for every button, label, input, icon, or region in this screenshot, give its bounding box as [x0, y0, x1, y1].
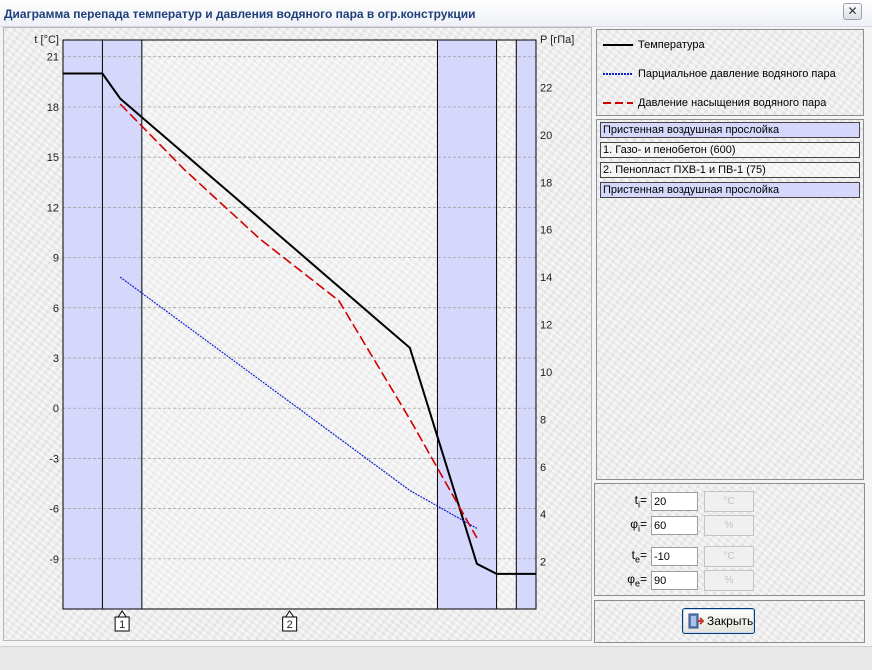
left-tick-label: 3	[53, 353, 59, 365]
close-icon: ✕	[847, 4, 858, 18]
left-tick-label: 6	[53, 303, 59, 315]
layer-item-1[interactable]: 1. Газо- и пенобетон (600)	[600, 142, 860, 158]
right-axis-title: P [гПа]	[540, 34, 574, 46]
te-label: te=	[631, 548, 647, 565]
solid-line-icon	[603, 44, 633, 46]
buttons-panel: Закрыть	[594, 600, 865, 643]
right-tick-label: 10	[540, 367, 552, 379]
right-tick-label: 6	[540, 462, 546, 474]
phii-label: φi=	[630, 517, 647, 534]
right-tick-label: 14	[540, 272, 552, 284]
left-axis-title: t [°C]	[34, 34, 59, 46]
plot-frame	[62, 39, 537, 610]
layer-marker-box	[114, 616, 130, 632]
right-tick-label: 8	[540, 414, 546, 426]
series-line-3	[119, 103, 478, 539]
status-bar	[0, 646, 872, 670]
layer-marker-label: 1	[119, 619, 125, 631]
right-tick-label: 18	[540, 177, 552, 189]
phie-unit: %	[704, 570, 754, 591]
phie-label: φe=	[627, 572, 647, 589]
series-line-2	[119, 276, 478, 529]
legend-label: Температура	[638, 39, 705, 51]
phii-unit: %	[704, 515, 754, 536]
left-tick-label: -9	[49, 554, 59, 566]
phie-input[interactable]	[651, 571, 698, 590]
right-tick-label: 2	[540, 557, 546, 569]
layer-item-air-outer[interactable]: Пристенная воздушная прослойка	[600, 182, 860, 198]
dashed-line-icon	[603, 102, 633, 104]
ti-unit: °C	[704, 491, 754, 512]
phii-input[interactable]	[651, 516, 698, 535]
close-button[interactable]: Закрыть	[682, 608, 755, 634]
marker-arrow-icon	[117, 610, 127, 618]
air-layer-band	[437, 40, 497, 609]
ti-label: ti=	[634, 493, 647, 510]
right-tick-label: 16	[540, 225, 552, 237]
layer-item-air-inner[interactable]: Пристенная воздушная прослойка	[600, 122, 860, 138]
left-tick-label: 15	[47, 152, 59, 164]
layer-marker-box	[282, 616, 298, 632]
air-layer-band	[102, 40, 142, 609]
left-tick-label: 0	[53, 403, 59, 415]
left-tick-label: 9	[53, 253, 59, 265]
left-tick-label: -6	[49, 504, 59, 516]
exit-door-icon	[688, 613, 704, 629]
dotted-line-icon	[603, 73, 633, 75]
outer-band-left	[63, 40, 103, 609]
right-tick-label: 20	[540, 130, 552, 142]
window-title: Диаграмма перепада температур и давления…	[4, 7, 476, 21]
ti-input[interactable]	[651, 492, 698, 511]
right-tick-label: 12	[540, 320, 552, 332]
legend-label: Парциальное давление водяного пара	[638, 68, 836, 80]
left-tick-label: 21	[47, 52, 59, 64]
close-button-label: Закрыть	[707, 614, 754, 628]
marker-arrow-icon	[285, 610, 295, 618]
left-tick-label: 12	[47, 202, 59, 214]
window-close-button[interactable]: ✕	[843, 3, 862, 20]
outer-band-right	[516, 40, 536, 609]
te-unit: °C	[704, 546, 754, 567]
chart-panel: 21 18 15 12 9 6 3 0 -3 -6 -9 22 20 18 16 14 12 10 8 6 4 2 t [°…	[3, 27, 592, 641]
right-tick-label: 4	[540, 509, 546, 521]
right-tick-label: 22	[540, 82, 552, 94]
layer-marker-label: 2	[287, 619, 293, 631]
legend-label: Давление насыщения водяного пара	[638, 97, 827, 109]
parameters-panel: ti= °C φi= % te= °C φe= %	[594, 483, 865, 596]
series-line-1	[63, 72, 536, 575]
layers-list: Пристенная воздушная прослойка 1. Газо- …	[596, 119, 864, 480]
title-bar: Диаграмма перепада температур и давления…	[0, 0, 872, 27]
left-tick-label: 18	[47, 102, 59, 114]
layer-item-2[interactable]: 2. Пенопласт ПХВ-1 и ПВ-1 (75)	[600, 162, 860, 178]
left-tick-label: -3	[49, 453, 59, 465]
legend-panel: Температура Парциальное давление водяног…	[596, 29, 864, 116]
te-input[interactable]	[651, 547, 698, 566]
